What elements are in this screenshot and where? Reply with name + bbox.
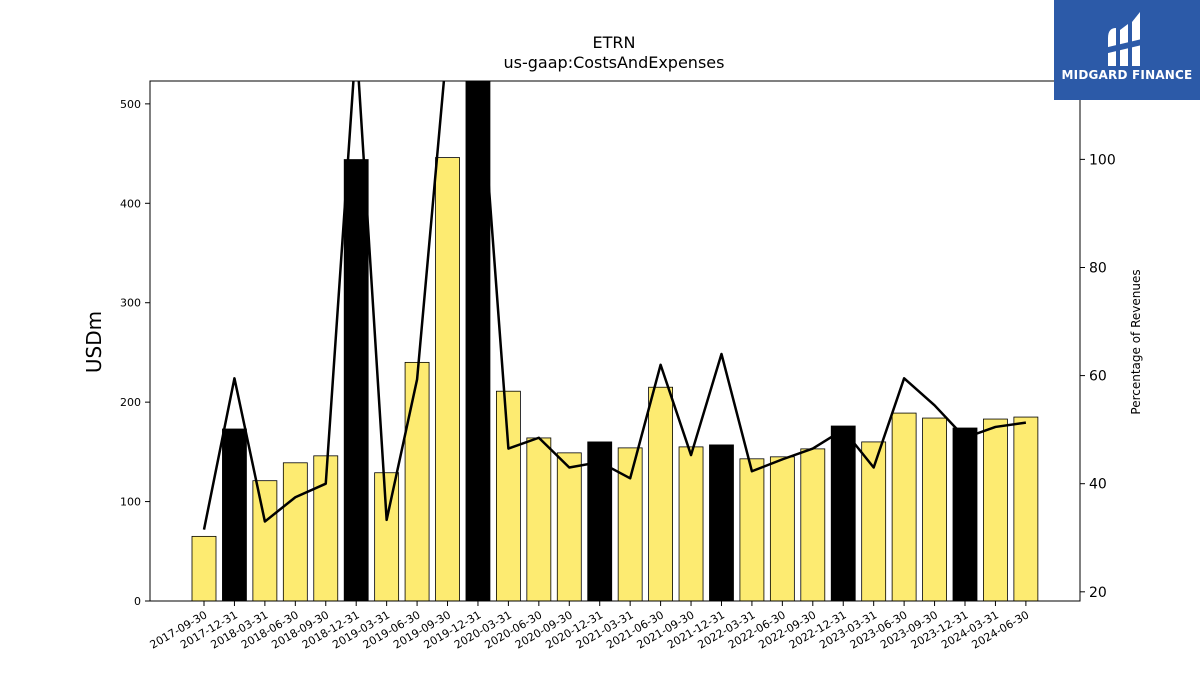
bar [983,418,1008,601]
bar [252,480,278,601]
y-axis-label-right: Percentage of Revenues [1129,269,1143,414]
y-tick-label: 0 [134,595,141,608]
bar [526,437,552,601]
midgard-logo-icon [1104,12,1146,66]
midgard-finance-logo: MIDGARD FINANCE [1054,0,1200,100]
bar [648,386,673,601]
y-tick-label: 100 [120,496,141,509]
bar [222,428,247,601]
line-series [202,81,1027,530]
y-right-tick-label: 40 [1089,477,1107,493]
bar [617,447,643,601]
bar [374,472,400,601]
bar [343,159,369,601]
bar [282,462,308,601]
bar [495,390,521,601]
bar [191,535,217,601]
bar [830,425,856,601]
y-right-tick-label: 60 [1089,369,1107,385]
y-tick-label: 300 [120,297,141,310]
plot-frame [149,80,1081,602]
y-tick-label: 400 [120,197,141,210]
percentage-line [202,81,1027,530]
y-tick-label: 200 [120,396,141,409]
bar [465,81,491,601]
bar-series [191,81,1039,601]
y-right-tick-label: 20 [1089,585,1107,601]
bar [678,446,704,601]
chart-title: ETRN [593,33,636,52]
bar [1013,416,1039,601]
bar [922,417,947,601]
y-right-tick-label: 100 [1089,152,1116,168]
chart-subtitle: us-gaap:CostsAndExpenses [504,53,725,72]
bar [404,361,430,601]
bar [952,427,978,601]
bar [891,412,917,601]
bar [769,456,795,601]
bar [556,452,582,601]
y-axis-label: USDm [82,311,106,373]
y-tick-label: 500 [120,98,141,111]
bar [709,444,734,601]
logo-text: MIDGARD FINANCE [1061,68,1193,82]
bar [435,157,460,601]
bar [739,458,765,601]
bar [587,441,613,601]
y-right-tick-label: 80 [1089,260,1107,276]
bar [800,448,826,601]
